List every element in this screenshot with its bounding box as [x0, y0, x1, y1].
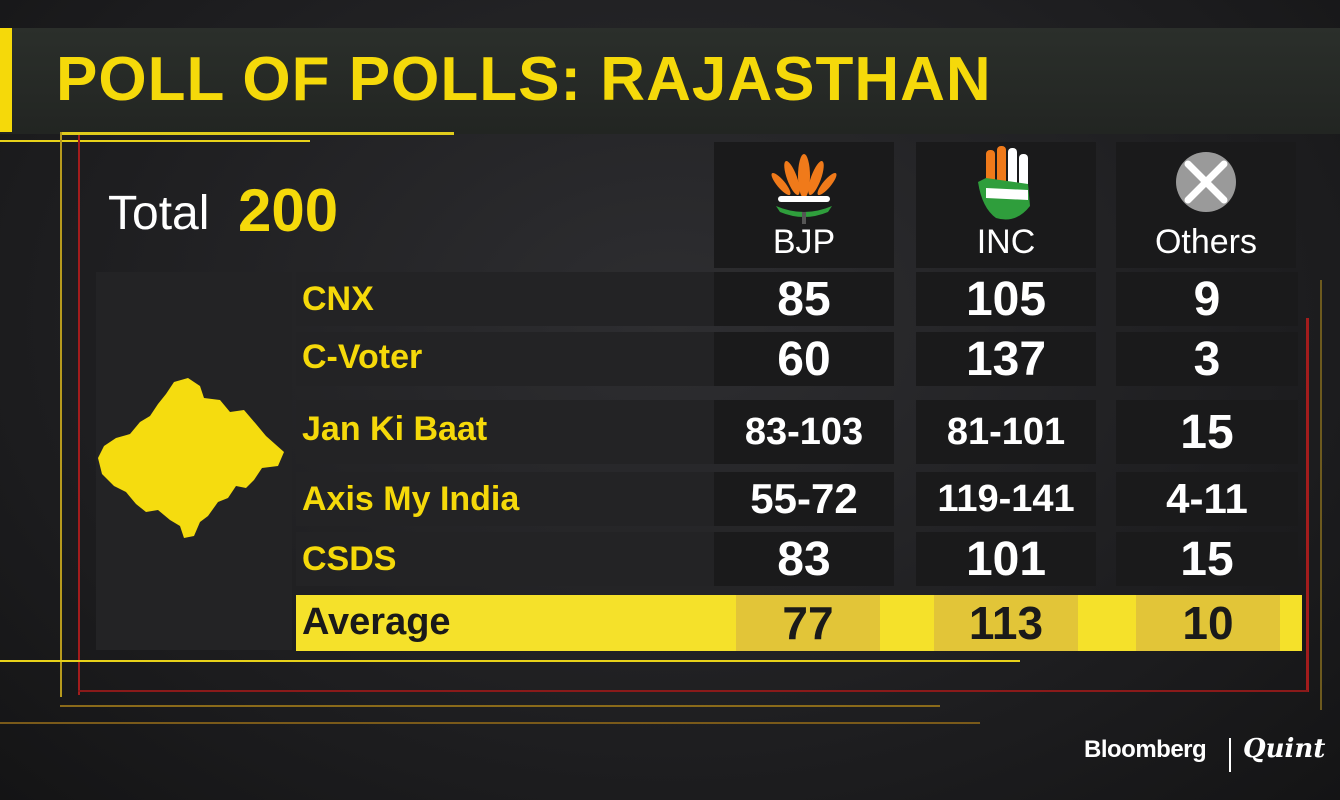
party-name-bjp: BJP	[772, 223, 836, 261]
value-inc: 137	[916, 332, 1096, 386]
column-header-bjp: BJP	[714, 142, 894, 268]
poll-row	[296, 332, 714, 386]
value-bjp: 55-72	[714, 472, 894, 526]
logo-quint: Quint	[1243, 734, 1326, 764]
frame-line	[0, 660, 1020, 662]
poll-name: C-Voter	[302, 338, 423, 376]
total-label: Total	[108, 187, 210, 240]
column-header-inc: INC	[916, 142, 1096, 268]
poll-name: CNX	[302, 280, 374, 318]
rajasthan-map-icon	[98, 378, 284, 538]
title-bar	[0, 28, 1340, 134]
value-others: 4-11	[1116, 472, 1298, 526]
frame-line	[60, 132, 62, 697]
average-label: Average	[302, 601, 451, 643]
poll-name: Axis My India	[302, 480, 520, 518]
frame-line	[78, 135, 80, 695]
logo-divider	[1229, 738, 1231, 772]
title-accent	[0, 28, 12, 132]
frame-line	[0, 722, 980, 724]
party-name-inc: INC	[976, 223, 1036, 261]
value-inc: 119-141	[916, 472, 1096, 526]
frame-line	[78, 690, 1308, 692]
value-inc: 101	[916, 532, 1096, 586]
poll-row	[296, 472, 714, 526]
average-inc: 113	[934, 595, 1078, 651]
frame-line	[0, 140, 310, 142]
frame-line	[60, 132, 454, 135]
party-name-others: Others	[1154, 223, 1258, 261]
value-inc: 105	[916, 272, 1096, 326]
value-bjp: 83	[714, 532, 894, 586]
poll-row	[296, 532, 714, 586]
value-others: 15	[1116, 400, 1298, 464]
value-others: 15	[1116, 532, 1298, 586]
logo-bloomberg: Bloomberg	[1084, 736, 1207, 763]
value-bjp: 85	[714, 272, 894, 326]
value-bjp: 83-103	[714, 400, 894, 464]
logo-quint-wrap: Quint	[1243, 734, 1325, 764]
frame-line	[1306, 318, 1309, 692]
poll-row	[296, 272, 714, 326]
column-header-others: Others	[1116, 142, 1296, 268]
value-others: 3	[1116, 332, 1298, 386]
average-bjp: 77	[736, 595, 880, 651]
poll-row	[296, 400, 714, 464]
average-others: 10	[1136, 595, 1280, 651]
poll-name: CSDS	[302, 540, 397, 578]
frame-line	[1320, 280, 1322, 710]
value-others: 9	[1116, 272, 1298, 326]
hand-icon	[978, 146, 1030, 220]
total-value: 200	[238, 177, 339, 244]
cross-icon	[1176, 152, 1236, 212]
value-inc: 81-101	[916, 400, 1096, 464]
value-bjp: 60	[714, 332, 894, 386]
lotus-icon	[771, 154, 837, 224]
poll-name: Jan Ki Baat	[302, 410, 488, 448]
chart-title: POLL OF POLLS: RAJASTHAN	[56, 45, 992, 114]
logo: Bloomberg	[1084, 736, 1207, 764]
frame-line	[60, 705, 940, 707]
